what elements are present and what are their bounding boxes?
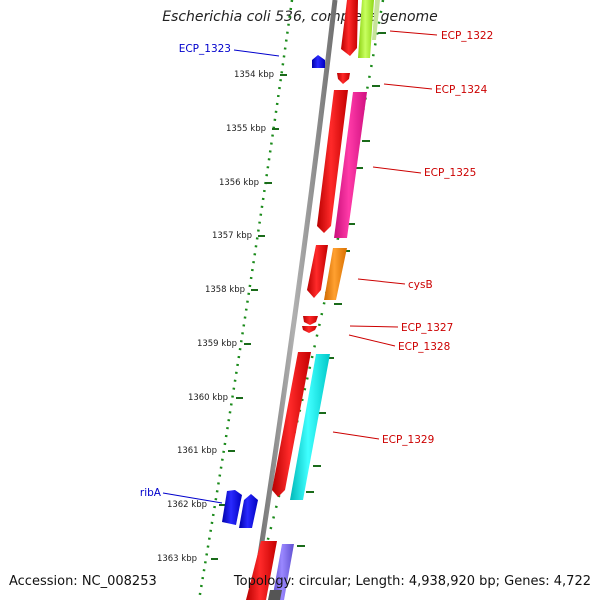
inner-ticks [297, 32, 386, 547]
leader-ecp1322 [389, 30, 438, 36]
label-ecp1323[interactable]: ECP_1323 [179, 43, 231, 55]
leader-ecp1323 [233, 49, 280, 57]
scale-label: 1360 kbp [188, 393, 228, 403]
leader-ribA [162, 492, 223, 504]
cds-ecp1322-b[interactable] [372, 0, 380, 40]
leader-ecp1328 [348, 334, 396, 347]
gene-ecp1329[interactable] [272, 352, 311, 497]
scale-label: 1354 kbp [234, 70, 274, 80]
scale-ticks [211, 74, 287, 560]
leader-ecp1325 [372, 166, 422, 174]
gene-bottom-red[interactable] [246, 541, 277, 600]
gene-ecp1323[interactable] [312, 55, 325, 68]
label-ecp1322[interactable]: ECP_1322 [441, 30, 493, 42]
label-ribA[interactable]: ribA [140, 487, 162, 499]
label-ecp1327[interactable]: ECP_1327 [401, 322, 453, 334]
cds-bottom-purple[interactable] [272, 544, 294, 600]
gene-ecp1324[interactable] [337, 73, 350, 84]
backbone-arc [250, 0, 338, 600]
gene-ecp1322[interactable] [341, 0, 358, 56]
scale-label: 1355 kbp [226, 124, 266, 134]
gene-bottom-grey[interactable] [268, 590, 282, 600]
leader-ecp1324 [383, 83, 433, 90]
gene-ecp1327[interactable] [303, 316, 318, 325]
topology-text: Topology: circular; Length: 4,938,920 bp… [233, 574, 591, 589]
scale-label: 1357 kbp [212, 231, 252, 241]
gene-cysb[interactable] [307, 245, 328, 298]
cds-cysb[interactable] [324, 248, 347, 300]
label-ecp1324[interactable]: ECP_1324 [435, 84, 488, 96]
leader-ecp1329 [332, 431, 380, 440]
scale-label: 1358 kbp [205, 285, 245, 295]
cds-ecp1329[interactable] [290, 354, 330, 500]
scale-label: 1359 kbp [197, 339, 237, 349]
gene-ribA-1[interactable] [222, 490, 242, 525]
cds-ecp1325[interactable] [334, 92, 367, 238]
accession-text: Accession: NC_008253 [9, 574, 157, 589]
scale-label: 1363 kbp [157, 554, 197, 564]
scale-label: 1361 kbp [177, 446, 217, 456]
cds-ecp1322[interactable] [358, 0, 374, 58]
scale-label: 1362 kbp [167, 500, 207, 510]
gene-ecp1328[interactable] [302, 326, 317, 333]
label-ecp1328[interactable]: ECP_1328 [398, 341, 450, 353]
gene-ribA-2[interactable] [239, 494, 258, 528]
label-ecp1329[interactable]: ECP_1329 [382, 434, 434, 446]
leader-cysb [357, 278, 406, 285]
scale-label: 1356 kbp [219, 178, 259, 188]
leader-ecp1327 [349, 325, 399, 328]
gene-ecp1325[interactable] [317, 90, 348, 233]
label-ecp1325[interactable]: ECP_1325 [424, 167, 476, 179]
inner-track [250, 0, 385, 600]
label-cysb[interactable]: cysB [408, 279, 433, 291]
